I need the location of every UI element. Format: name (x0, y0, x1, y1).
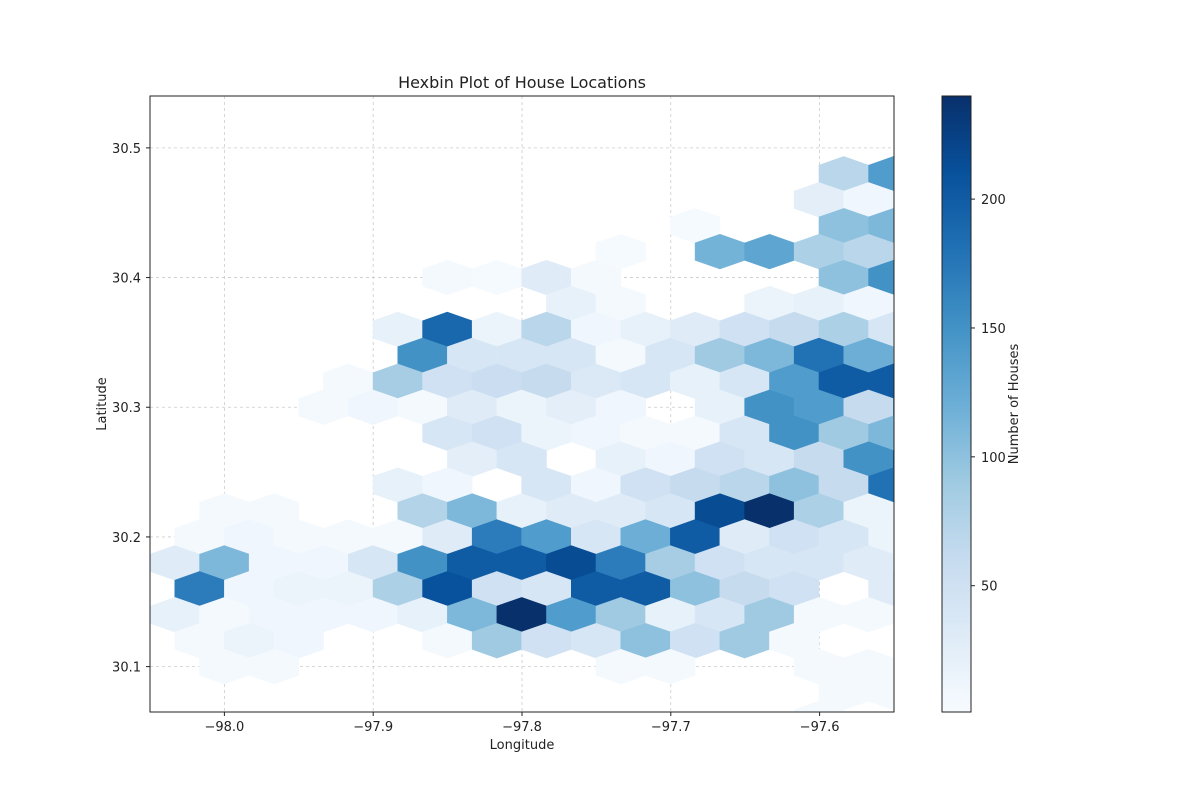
colorbar-tick-label: 50 (981, 580, 998, 595)
hexbin-cell (892, 553, 894, 573)
hexbin-cell (1141, 286, 1191, 321)
y-tick-label: 30.3 (112, 401, 141, 416)
hexbin-cell (1067, 312, 1117, 347)
y-tick-label: 30.5 (112, 142, 141, 157)
hexbin-cell (1067, 260, 1117, 295)
hexbin-cell (645, 648, 696, 685)
hexbin-cell (1017, 260, 1067, 295)
hexbin-cell (1116, 208, 1166, 243)
hexbin-cell (1067, 416, 1117, 451)
x-tick-label: −97.7 (651, 720, 691, 735)
hexbin-cell (1092, 286, 1142, 321)
hexbin-cell (1042, 234, 1092, 269)
y-tick-label: 30.1 (112, 661, 141, 676)
hexbin-cell (968, 260, 1018, 295)
hexbin-cell (1067, 520, 1117, 555)
hexbin-cell (992, 546, 1042, 581)
x-axis-label: Longitude (490, 738, 555, 753)
colorbar-ticks: 50 100 150 200 (971, 193, 1006, 595)
hexbin-cell (992, 597, 1042, 632)
x-tick-label: −97.6 (800, 720, 840, 735)
hexbin-cell (892, 449, 894, 469)
hexbin-cell (1116, 364, 1166, 399)
hexbin-cell (744, 233, 795, 270)
hexbin-cell (1067, 208, 1117, 243)
x-tick-label: −97.8 (502, 720, 542, 735)
hexbin-cell (1191, 390, 1200, 425)
hexbin-cell (422, 259, 473, 296)
hexbin-cell (1166, 364, 1200, 399)
hexbin-cell (1191, 494, 1200, 529)
hexbin-cell (1017, 312, 1067, 347)
hexbin-cells (150, 156, 1200, 712)
hexbin-cell (1017, 572, 1067, 607)
chart-title: Hexbin Plot of House Locations (398, 73, 646, 92)
hexbin-cell (892, 501, 894, 521)
hexbin-cell (1042, 338, 1092, 373)
hexbin-cell (1116, 260, 1166, 295)
y-axis-label: Latitude (95, 377, 110, 431)
y-axis-ticks: 30.1 30.2 30.3 30.4 30.5 (112, 142, 150, 676)
hexbin-cell (1017, 468, 1067, 503)
hexbin-cell (471, 259, 523, 296)
hexbin-cell (1141, 494, 1191, 529)
hexbin-cell (892, 346, 894, 365)
hexbin-cell (1017, 520, 1067, 555)
hexbin-cell (793, 700, 845, 712)
hexbin-cell (150, 605, 151, 624)
x-axis-ticks: −98.0 −97.9 −97.8 −97.7 −97.6 (204, 712, 840, 735)
hexbin-cell (968, 157, 1018, 192)
hexbin-cell (892, 242, 894, 261)
y-tick-label: 30.2 (112, 531, 141, 546)
hexbin-cell (150, 553, 151, 572)
x-tick-label: −98.0 (204, 720, 244, 735)
hexbin-cell (892, 294, 894, 313)
hexbin-cell (248, 648, 300, 685)
hexbin-cell (1166, 520, 1200, 555)
hexbin-cell (968, 468, 1018, 503)
colorbar-tick-label: 100 (981, 451, 1006, 466)
hexbin-cell (1017, 364, 1067, 399)
x-tick-label: −97.9 (353, 720, 393, 735)
hexbin-cell (992, 286, 1042, 321)
hexbin-cell (1017, 416, 1067, 451)
hexbin-cell (1116, 312, 1166, 347)
hexbin-cell (968, 520, 1018, 555)
hexbin-cell (1067, 364, 1117, 399)
colorbar-tick-label: 150 (981, 322, 1006, 337)
hexbin-cell (892, 605, 894, 624)
colorbar-label: Number of Houses (1007, 344, 1022, 465)
colorbar (941, 95, 972, 713)
colorbar-tick-label: 200 (981, 193, 1006, 208)
hexbin-cell (892, 190, 894, 209)
y-tick-label: 30.4 (112, 272, 141, 287)
hexbin-cell (892, 398, 894, 417)
hexbin-cell (868, 674, 894, 711)
hexbin-cell (1042, 442, 1092, 477)
